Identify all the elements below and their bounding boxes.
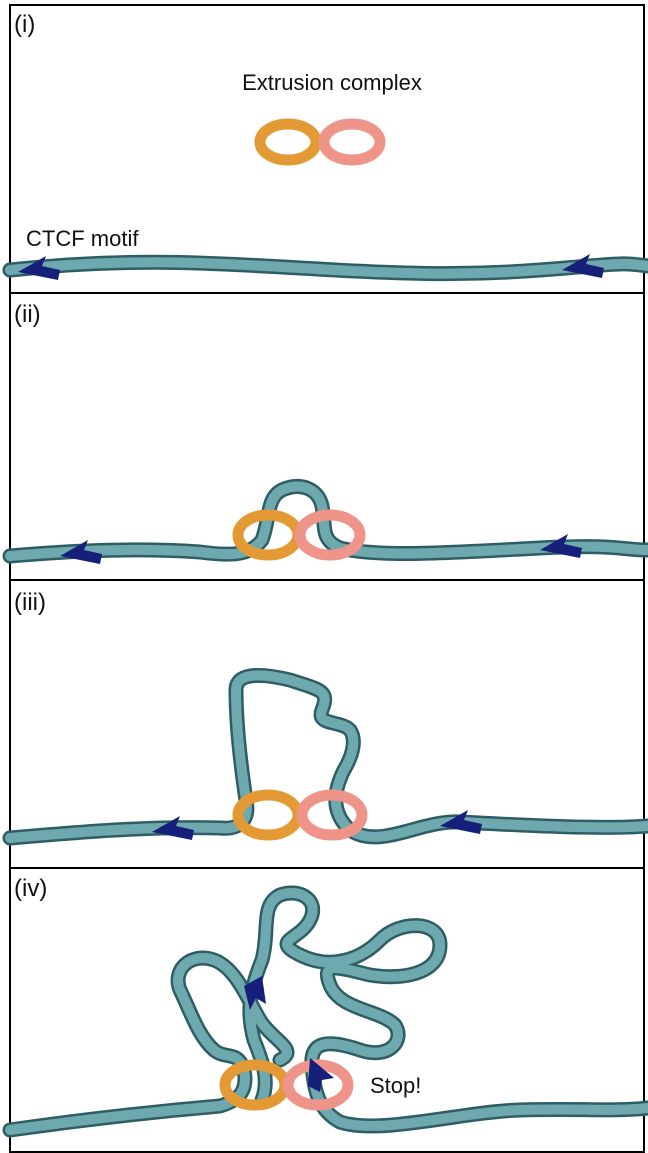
ctcf-motif	[244, 976, 266, 1010]
panel-label: (i)	[14, 11, 35, 38]
ring	[294, 509, 366, 561]
ctcf-motif	[60, 540, 102, 564]
ctcf-motif	[562, 254, 604, 278]
ctcf-motif	[18, 256, 60, 280]
ctcf-motif	[152, 816, 194, 840]
complex-label: Extrusion complex	[242, 70, 422, 95]
ctcf-motif	[540, 534, 582, 558]
ctcf-motif	[440, 810, 482, 834]
motif-label: CTCF motif	[26, 226, 139, 251]
ctcf-motif	[308, 1058, 334, 1092]
ring	[254, 118, 322, 166]
ring	[318, 118, 386, 166]
panel-label: (iii)	[14, 589, 46, 616]
ring	[296, 789, 368, 841]
panel-label: (ii)	[14, 301, 41, 328]
panel-label: (iv)	[14, 875, 47, 902]
stop-label: Stop!	[370, 1073, 421, 1098]
